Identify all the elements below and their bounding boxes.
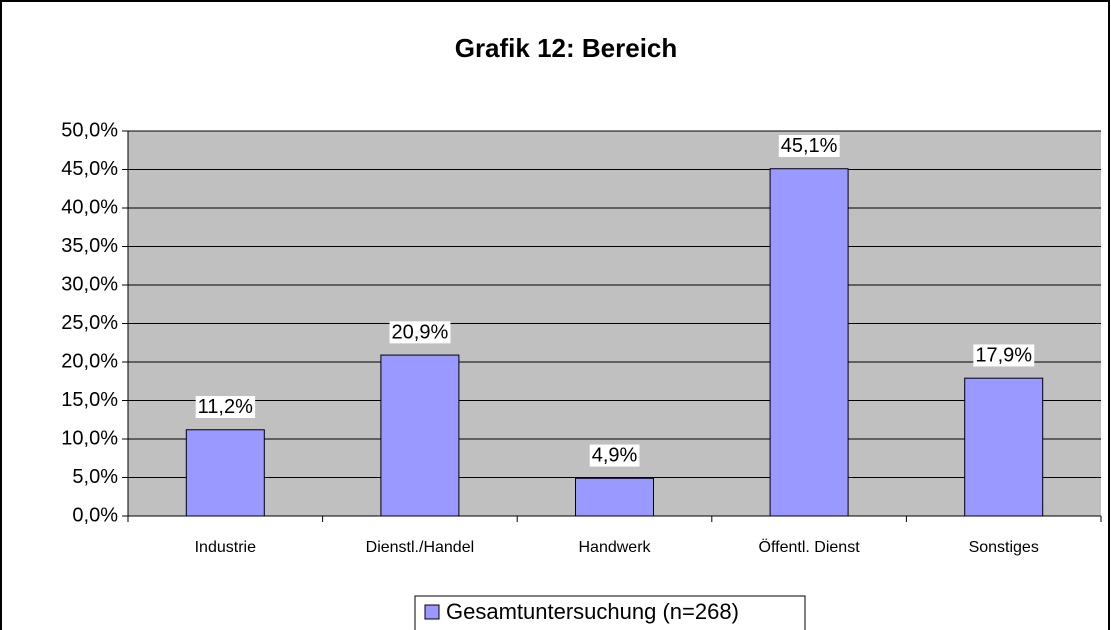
value-label: 20,9% [392,321,449,343]
value-label: 4,9% [592,445,638,467]
y-tick-label: 0,0% [72,504,118,526]
legend-box [414,595,806,630]
y-tick-label: 10,0% [61,427,118,449]
y-tick-label: 5,0% [72,466,118,488]
bar [380,354,460,517]
value-label: 45,1% [781,135,838,157]
y-tick-label: 45,0% [61,158,118,180]
bar [964,377,1044,517]
bar [185,429,265,517]
x-tick-label: Industrie [195,539,256,556]
x-tick-label: Dienstl./Handel [366,539,475,556]
chart-title: Grafik 12: Bereich [455,33,678,63]
bar [769,168,849,517]
value-label: 17,9% [975,344,1032,366]
y-tick-label: 50,0% [61,119,118,141]
value-label-bg [195,396,256,419]
legend-label: Gesamtuntersuchung (n=268) [446,599,739,624]
x-tick-label: Öffentl. Dienst [759,538,861,556]
x-tick-label: Sonstiges [969,539,1039,556]
value-label-bg [973,344,1035,367]
x-tick-label: Handwerk [578,539,651,556]
legend-swatch [424,604,440,620]
value-label-bg [778,135,840,158]
y-tick-label: 25,0% [61,312,118,334]
y-tick-label: 20,0% [61,350,118,372]
value-label-bg [389,321,451,344]
y-tick-label: 30,0% [61,273,118,295]
bar [575,477,654,517]
value-label: 11,2% [198,396,253,418]
value-label-bg [589,444,640,467]
y-tick-label: 35,0% [61,235,118,257]
y-tick-label: 40,0% [61,196,118,218]
y-tick-label: 15,0% [61,389,118,411]
